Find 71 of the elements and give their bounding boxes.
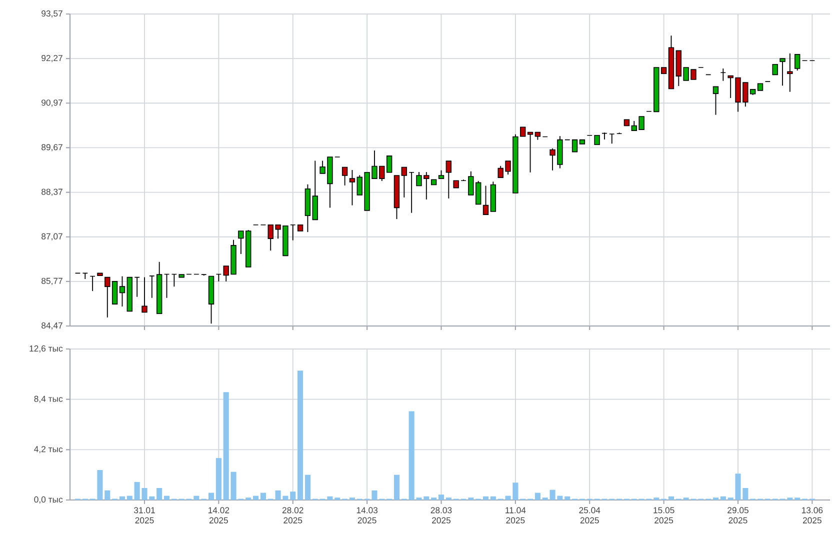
bar: [156, 488, 162, 500]
bar: [534, 492, 540, 500]
y-tick-label: 92,27: [42, 55, 62, 62]
bar: [298, 370, 304, 500]
bar: [290, 492, 296, 500]
y-tick-label: 88,37: [42, 188, 62, 196]
candlestick: [408, 172, 414, 214]
bar: [208, 492, 214, 500]
y-tick-label: 12,6 тыс: [30, 345, 63, 353]
candlestick: [609, 134, 615, 144]
bar: [438, 494, 444, 500]
y-tick-label: 93,57: [42, 10, 62, 18]
candlestick: [142, 276, 148, 313]
bar: [164, 496, 170, 500]
x-tick-label: 14.03 2025: [356, 507, 378, 524]
candlestick: [794, 54, 800, 72]
candlestick: [482, 185, 489, 216]
candlestick: [134, 276, 140, 298]
x-tick-label: 13.06 2025: [802, 507, 823, 524]
candlestick: [342, 166, 348, 186]
candlestick: [112, 281, 118, 304]
candlestick: [594, 134, 600, 146]
bar: [720, 496, 726, 500]
x-tick-label: 29.05 2025: [728, 507, 748, 524]
candlestick: [712, 86, 719, 116]
bar: [260, 492, 266, 500]
y-tick-label: 0,0 тыс: [34, 496, 63, 504]
y-tick-label: 84,47: [42, 322, 62, 330]
candlestick: [164, 274, 170, 298]
y-tick-label: 4,2 тыс: [34, 446, 63, 454]
bar: [126, 496, 132, 500]
bar: [252, 496, 259, 500]
x-tick-label: 28.02 2025: [282, 507, 304, 524]
candlestick: [572, 139, 578, 152]
candlestick: [90, 276, 96, 292]
candlestick: [171, 274, 178, 288]
x-tick-label: 31.01 2025: [134, 507, 155, 524]
candlestick: [349, 170, 356, 206]
candlestick: [602, 132, 608, 140]
bar: [394, 474, 400, 500]
bar: [490, 496, 496, 500]
bar: [482, 496, 489, 500]
candlestick: [386, 156, 392, 173]
bar: [564, 496, 570, 500]
candlestick: [772, 64, 778, 76]
y-tick-label: 8,4 тыс: [34, 396, 63, 403]
x-tick-label: 15.05 2025: [654, 507, 674, 524]
candlestick: [446, 160, 452, 199]
y-tick-label: 90,97: [42, 100, 62, 107]
candlestick: [401, 166, 407, 198]
y-tick-label: 89,67: [42, 144, 62, 152]
candlestick: [780, 58, 786, 86]
x-tick-label: 25.04 2025: [579, 507, 600, 524]
candlestick: [216, 274, 222, 282]
candlestick: [104, 276, 110, 318]
candlestick: [312, 160, 318, 220]
bar: [216, 458, 222, 500]
candlestick: [119, 276, 126, 307]
x-tick-label: 14.02 2025: [208, 507, 230, 524]
bar: [304, 474, 310, 500]
candlestick: [149, 275, 155, 298]
candlestick: [787, 52, 793, 92]
x-tick-label: 11.04 2025: [506, 507, 526, 524]
bar: [119, 496, 126, 500]
y-tick-label: 87,07: [42, 233, 62, 240]
candlestick: [290, 224, 296, 241]
bar: [668, 496, 674, 500]
x-tick-label: 28.03 2025: [430, 507, 452, 524]
candlestick: [82, 272, 88, 280]
y-tick-label: 85,77: [42, 278, 62, 286]
candlestick: [720, 68, 726, 82]
